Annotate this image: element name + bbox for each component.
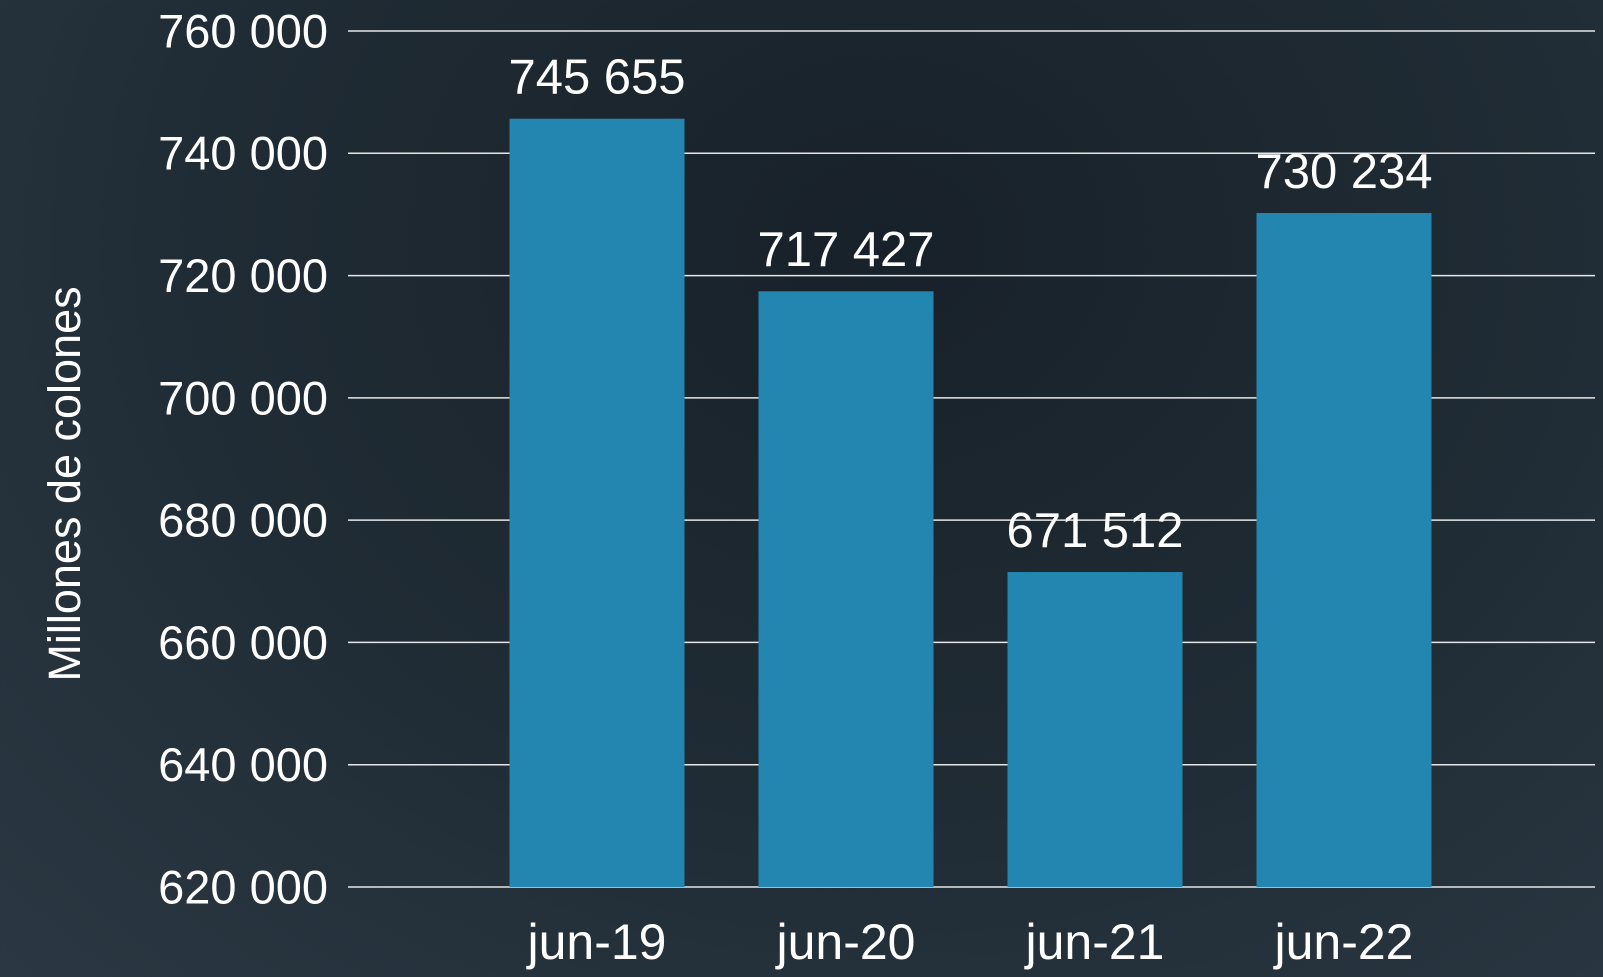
- x-tick-label: jun-22: [1273, 914, 1414, 970]
- bar: [509, 118, 685, 888]
- bar: [1007, 572, 1183, 887]
- y-tick-label: 700 000: [158, 371, 328, 424]
- y-tick-label: 740 000: [158, 127, 328, 180]
- data-label: 730 234: [1255, 145, 1432, 199]
- y-tick-label: 640 000: [158, 738, 328, 791]
- data-label: 717 427: [757, 223, 934, 277]
- y-tick-label: 680 000: [158, 494, 328, 547]
- data-label: 745 655: [508, 51, 685, 105]
- bar: [758, 291, 934, 888]
- x-tick-label: jun-20: [775, 914, 916, 970]
- bar: [1256, 212, 1432, 888]
- y-tick-label: 660 000: [158, 616, 328, 669]
- x-tick-label: jun-19: [526, 914, 667, 970]
- x-tick-label: jun-21: [1024, 914, 1165, 970]
- y-tick-label: 620 000: [158, 860, 328, 913]
- y-tick-label: 720 000: [158, 249, 328, 302]
- data-label: 671 512: [1006, 504, 1183, 558]
- y-axis-label: Millones de colones: [39, 286, 90, 681]
- y-tick-label: 760 000: [158, 4, 328, 57]
